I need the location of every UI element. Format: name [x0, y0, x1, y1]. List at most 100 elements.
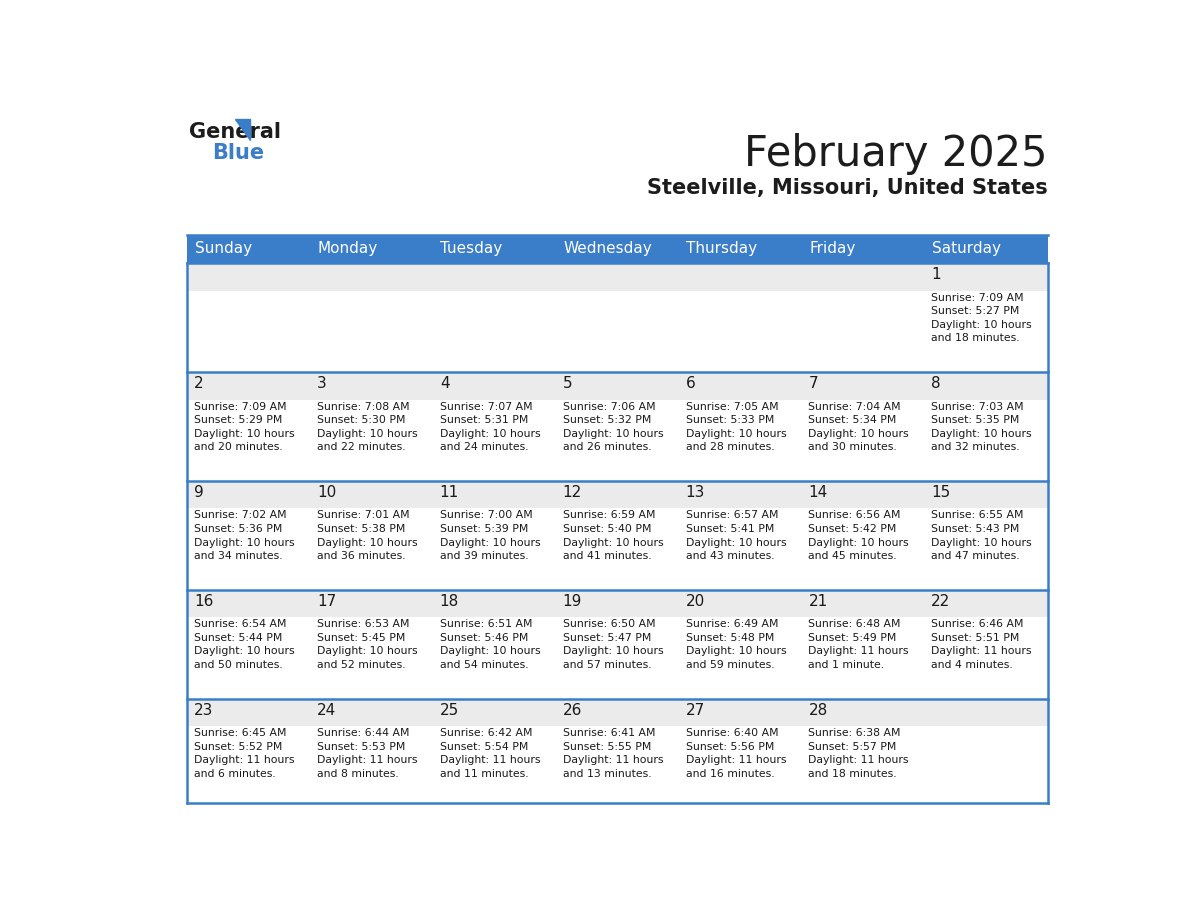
Bar [802, 726, 924, 803]
Bar [310, 291, 434, 367]
Text: 13: 13 [685, 485, 704, 500]
Text: Sunrise: 6:54 AM
Sunset: 5:44 PM
Daylight: 10 hours
and 50 minutes.: Sunrise: 6:54 AM Sunset: 5:44 PM Dayligh… [194, 620, 295, 670]
Text: Sunrise: 7:02 AM
Sunset: 5:36 PM
Daylight: 10 hours
and 34 minutes.: Sunrise: 7:02 AM Sunset: 5:36 PM Dayligh… [194, 510, 295, 561]
Text: 24: 24 [317, 703, 336, 718]
Text: 15: 15 [931, 485, 950, 500]
Bar [188, 618, 310, 694]
Bar [188, 589, 310, 618]
Bar [678, 726, 802, 803]
Bar [310, 372, 434, 399]
Bar [802, 263, 924, 291]
Polygon shape [235, 119, 251, 140]
Bar [678, 589, 802, 618]
Bar [434, 589, 556, 618]
Bar [188, 291, 310, 367]
Bar [924, 372, 1048, 399]
Text: 1: 1 [931, 267, 941, 282]
Text: 3: 3 [317, 376, 327, 391]
Text: Sunrise: 6:42 AM
Sunset: 5:54 PM
Daylight: 11 hours
and 11 minutes.: Sunrise: 6:42 AM Sunset: 5:54 PM Dayligh… [440, 728, 541, 779]
Bar [434, 481, 556, 509]
Bar [556, 699, 678, 726]
Text: Sunrise: 6:51 AM
Sunset: 5:46 PM
Daylight: 10 hours
and 54 minutes.: Sunrise: 6:51 AM Sunset: 5:46 PM Dayligh… [440, 620, 541, 670]
Bar [556, 263, 678, 291]
Bar [434, 509, 556, 586]
Text: Sunrise: 6:50 AM
Sunset: 5:47 PM
Daylight: 10 hours
and 57 minutes.: Sunrise: 6:50 AM Sunset: 5:47 PM Dayligh… [563, 620, 663, 670]
Bar [434, 618, 556, 694]
Bar [678, 291, 802, 367]
Bar [556, 481, 678, 509]
Bar [924, 481, 1048, 509]
Text: 20: 20 [685, 594, 704, 609]
Text: Sunrise: 6:53 AM
Sunset: 5:45 PM
Daylight: 10 hours
and 52 minutes.: Sunrise: 6:53 AM Sunset: 5:45 PM Dayligh… [317, 620, 417, 670]
Bar [678, 481, 802, 509]
Bar [556, 399, 678, 476]
Text: Blue: Blue [211, 143, 264, 162]
Text: Sunrise: 7:09 AM
Sunset: 5:27 PM
Daylight: 10 hours
and 18 minutes.: Sunrise: 7:09 AM Sunset: 5:27 PM Dayligh… [931, 293, 1032, 343]
Text: Sunrise: 6:55 AM
Sunset: 5:43 PM
Daylight: 10 hours
and 47 minutes.: Sunrise: 6:55 AM Sunset: 5:43 PM Dayligh… [931, 510, 1032, 561]
Text: Sunrise: 7:05 AM
Sunset: 5:33 PM
Daylight: 10 hours
and 28 minutes.: Sunrise: 7:05 AM Sunset: 5:33 PM Dayligh… [685, 401, 786, 453]
Text: 7: 7 [809, 376, 819, 391]
Bar [924, 291, 1048, 367]
Text: Sunrise: 6:56 AM
Sunset: 5:42 PM
Daylight: 10 hours
and 45 minutes.: Sunrise: 6:56 AM Sunset: 5:42 PM Dayligh… [809, 510, 909, 561]
Bar [678, 399, 802, 476]
Bar [924, 509, 1048, 586]
Bar [188, 235, 1048, 263]
Text: 19: 19 [563, 594, 582, 609]
Bar [802, 481, 924, 509]
Bar [802, 291, 924, 367]
Text: 9: 9 [194, 485, 204, 500]
Text: Sunrise: 6:41 AM
Sunset: 5:55 PM
Daylight: 11 hours
and 13 minutes.: Sunrise: 6:41 AM Sunset: 5:55 PM Dayligh… [563, 728, 663, 779]
Bar [310, 263, 434, 291]
Text: Wednesday: Wednesday [563, 241, 652, 256]
Text: Thursday: Thursday [687, 241, 757, 256]
Text: 12: 12 [563, 485, 582, 500]
Bar [678, 263, 802, 291]
Text: 10: 10 [317, 485, 336, 500]
Bar [310, 481, 434, 509]
Bar [556, 372, 678, 399]
Text: 18: 18 [440, 594, 459, 609]
Text: Sunrise: 7:03 AM
Sunset: 5:35 PM
Daylight: 10 hours
and 32 minutes.: Sunrise: 7:03 AM Sunset: 5:35 PM Dayligh… [931, 401, 1032, 453]
Text: 22: 22 [931, 594, 950, 609]
Bar [188, 372, 310, 399]
Bar [556, 509, 678, 586]
Text: Saturday: Saturday [931, 241, 1001, 256]
Text: Sunrise: 7:08 AM
Sunset: 5:30 PM
Daylight: 10 hours
and 22 minutes.: Sunrise: 7:08 AM Sunset: 5:30 PM Dayligh… [317, 401, 417, 453]
Bar [434, 726, 556, 803]
Bar [802, 699, 924, 726]
Text: Sunrise: 6:48 AM
Sunset: 5:49 PM
Daylight: 11 hours
and 1 minute.: Sunrise: 6:48 AM Sunset: 5:49 PM Dayligh… [809, 620, 909, 670]
Text: Sunrise: 6:44 AM
Sunset: 5:53 PM
Daylight: 11 hours
and 8 minutes.: Sunrise: 6:44 AM Sunset: 5:53 PM Dayligh… [317, 728, 417, 779]
Text: Friday: Friday [809, 241, 855, 256]
Text: Sunrise: 7:01 AM
Sunset: 5:38 PM
Daylight: 10 hours
and 36 minutes.: Sunrise: 7:01 AM Sunset: 5:38 PM Dayligh… [317, 510, 417, 561]
Text: 17: 17 [317, 594, 336, 609]
Bar [802, 399, 924, 476]
Text: Sunrise: 6:46 AM
Sunset: 5:51 PM
Daylight: 11 hours
and 4 minutes.: Sunrise: 6:46 AM Sunset: 5:51 PM Dayligh… [931, 620, 1032, 670]
Text: Sunrise: 6:49 AM
Sunset: 5:48 PM
Daylight: 10 hours
and 59 minutes.: Sunrise: 6:49 AM Sunset: 5:48 PM Dayligh… [685, 620, 786, 670]
Bar [310, 399, 434, 476]
Bar [924, 699, 1048, 726]
Text: 23: 23 [194, 703, 214, 718]
Text: Sunrise: 6:40 AM
Sunset: 5:56 PM
Daylight: 11 hours
and 16 minutes.: Sunrise: 6:40 AM Sunset: 5:56 PM Dayligh… [685, 728, 786, 779]
Bar [924, 726, 1048, 803]
Bar [556, 291, 678, 367]
Text: Steelville, Missouri, United States: Steelville, Missouri, United States [646, 178, 1048, 198]
Bar [310, 589, 434, 618]
Bar [188, 509, 310, 586]
Bar [678, 618, 802, 694]
Text: 26: 26 [563, 703, 582, 718]
Text: Sunrise: 7:04 AM
Sunset: 5:34 PM
Daylight: 10 hours
and 30 minutes.: Sunrise: 7:04 AM Sunset: 5:34 PM Dayligh… [809, 401, 909, 453]
Bar [188, 263, 310, 291]
Bar [802, 589, 924, 618]
Text: February 2025: February 2025 [744, 133, 1048, 175]
Bar [434, 699, 556, 726]
Bar [924, 399, 1048, 476]
Text: 14: 14 [809, 485, 828, 500]
Bar [556, 726, 678, 803]
Bar [310, 509, 434, 586]
Bar [678, 372, 802, 399]
Text: 27: 27 [685, 703, 704, 718]
Text: 11: 11 [440, 485, 459, 500]
Text: 16: 16 [194, 594, 214, 609]
Text: Monday: Monday [317, 241, 378, 256]
Bar [434, 399, 556, 476]
